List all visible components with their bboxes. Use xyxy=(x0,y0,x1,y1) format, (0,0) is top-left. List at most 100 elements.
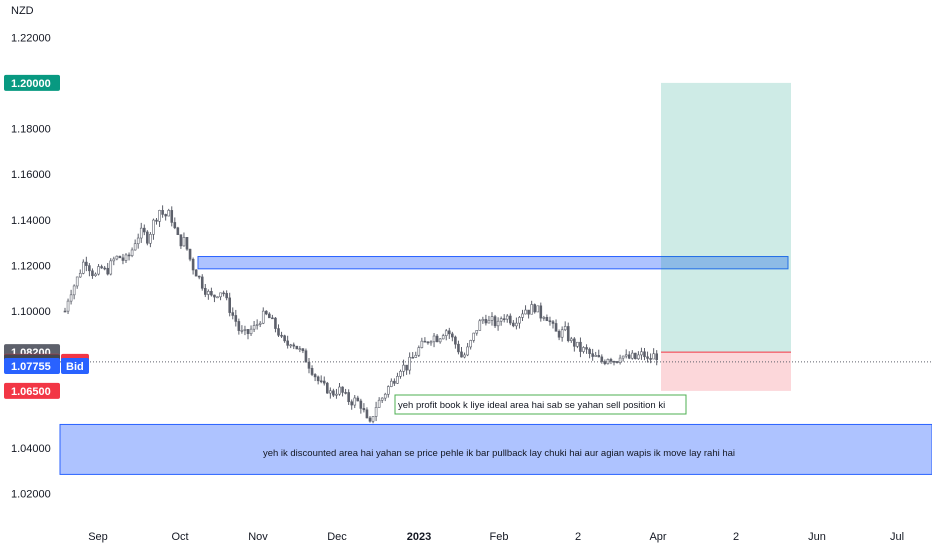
candle xyxy=(136,237,140,245)
candle xyxy=(124,254,128,261)
candle xyxy=(350,401,354,406)
time-tick-label: 2 xyxy=(575,531,581,543)
profit-zone[interactable] xyxy=(661,82,791,353)
discount-zone[interactable] xyxy=(59,423,932,475)
candle xyxy=(210,291,213,296)
candle xyxy=(588,348,591,354)
candle xyxy=(231,312,235,316)
candle xyxy=(100,266,103,269)
candle xyxy=(405,364,408,371)
price-tag-label: 1.20000 xyxy=(11,78,51,90)
candle xyxy=(383,393,387,399)
bid-badge xyxy=(61,357,89,374)
resistance-zone[interactable] xyxy=(197,256,789,270)
candle xyxy=(277,328,280,336)
candle xyxy=(158,210,161,222)
candle xyxy=(75,276,79,287)
candle xyxy=(374,407,378,417)
candle xyxy=(469,340,472,348)
candle xyxy=(234,315,238,322)
candle xyxy=(359,400,363,409)
candle xyxy=(493,316,497,327)
candle xyxy=(115,255,119,260)
candle xyxy=(643,351,646,358)
price-tag-label: 1.06500 xyxy=(11,386,51,398)
candle xyxy=(435,335,439,343)
candle xyxy=(652,353,655,360)
candle xyxy=(301,348,305,352)
time-axis[interactable]: Sep Oct Nov Dec 2023 Feb 2 Apr 2 Jun Jul xyxy=(88,531,904,543)
candle xyxy=(612,360,616,363)
candle xyxy=(655,353,659,360)
candle xyxy=(240,330,244,332)
candle xyxy=(191,258,195,271)
candle xyxy=(341,386,344,393)
bid-label: Bid xyxy=(66,361,84,373)
candle xyxy=(69,294,73,302)
candle xyxy=(630,352,634,359)
candle xyxy=(325,382,329,394)
candle xyxy=(222,292,225,295)
candle xyxy=(338,386,341,395)
candle xyxy=(109,260,113,275)
candle xyxy=(176,227,180,235)
candle xyxy=(621,355,625,359)
candle xyxy=(353,397,357,406)
time-tick-label: Feb xyxy=(490,531,509,543)
candle xyxy=(600,356,604,362)
candle xyxy=(533,304,537,313)
candle xyxy=(447,330,451,335)
candle xyxy=(173,222,177,229)
candle xyxy=(591,353,594,357)
candle xyxy=(329,390,332,394)
candle xyxy=(130,249,134,256)
sell-note-box[interactable] xyxy=(394,394,687,415)
candle xyxy=(310,368,314,375)
price-axis[interactable]: 1.22000 1.18000 1.16000 1.14000 1.12000 1.100… xyxy=(11,32,51,500)
candle xyxy=(402,364,405,372)
candle xyxy=(390,380,393,387)
candle xyxy=(304,350,308,363)
candle xyxy=(426,341,430,344)
candle xyxy=(103,267,106,270)
candle xyxy=(78,272,82,278)
candle xyxy=(615,361,619,363)
candle xyxy=(255,324,259,326)
price-tag xyxy=(4,382,60,399)
candle xyxy=(207,291,210,295)
candle xyxy=(97,266,100,275)
candle xyxy=(161,210,164,215)
candle xyxy=(399,371,402,377)
candle xyxy=(322,380,326,384)
candle xyxy=(371,416,375,422)
annotations-layer[interactable]: yeh profit book k liye ideal area hai sa… xyxy=(263,394,735,459)
candle xyxy=(457,343,460,353)
candle xyxy=(219,292,222,298)
candle xyxy=(408,356,411,371)
candle xyxy=(472,332,476,341)
candle xyxy=(481,319,485,322)
candle xyxy=(521,313,524,318)
candle xyxy=(121,257,125,261)
discount-note-text: yeh ik discounted area hai yahan se pric… xyxy=(263,448,735,459)
candle xyxy=(609,359,613,362)
long-position-tool[interactable] xyxy=(661,82,791,391)
candle xyxy=(411,356,415,359)
candle xyxy=(94,273,97,277)
candle xyxy=(152,219,155,235)
candle xyxy=(502,318,506,320)
candle xyxy=(539,305,543,319)
candle xyxy=(283,335,286,342)
candle xyxy=(594,355,598,357)
candle xyxy=(420,340,424,348)
candle xyxy=(268,313,271,319)
candles-layer xyxy=(63,205,659,424)
price-tag xyxy=(4,357,60,374)
stop-zone[interactable] xyxy=(661,352,791,391)
price-tags-layer: 1.200001.082001.07773Ask1.077551.07755Bi… xyxy=(4,74,89,399)
candle xyxy=(496,320,500,327)
price-tick-label: 1.14000 xyxy=(11,215,51,227)
candle xyxy=(237,321,241,331)
